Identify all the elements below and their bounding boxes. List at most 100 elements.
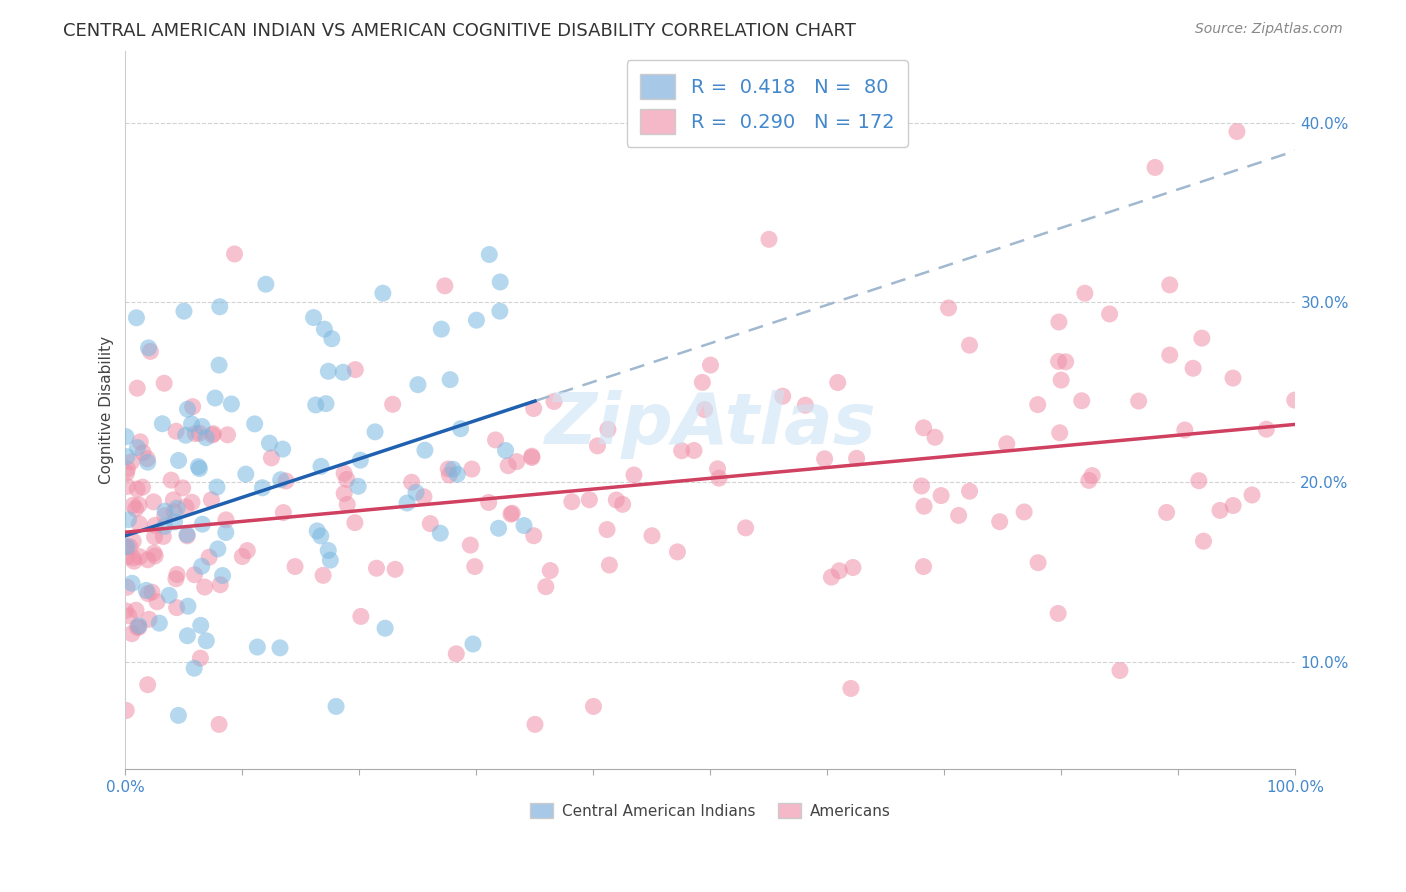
Point [845,451,868,466]
Point [1156,506,1178,520]
Point [166,501,188,516]
Point [136,455,159,469]
Point [406,377,429,392]
Point [520,449,543,463]
Point [204,391,226,405]
Point [495,443,517,458]
Point [758,232,780,246]
Point [612,497,634,511]
Point [343,516,366,530]
Point [396,496,419,510]
Point [596,523,619,537]
Point [302,310,325,325]
Point [143,530,166,544]
Point [115,541,138,555]
Point [605,492,627,507]
Point [513,518,536,533]
Point [312,568,335,582]
Point [205,480,228,494]
Point [143,549,166,563]
Point [460,538,482,552]
Point [181,400,204,414]
Point [115,580,138,594]
Point [176,402,198,417]
Point [350,609,373,624]
Point [120,455,142,469]
Point [125,603,148,617]
Point [208,300,231,314]
Point [995,436,1018,450]
Point [429,526,451,541]
Point [138,612,160,626]
Point [174,500,197,514]
Point [148,616,170,631]
Point [419,516,441,531]
Point [207,541,229,556]
Point [1026,398,1049,412]
Point [271,442,294,456]
Point [128,516,150,531]
Point [153,508,176,523]
Point [478,495,501,509]
Point [316,543,339,558]
Point [433,278,456,293]
Point [1191,331,1213,345]
Point [1098,307,1121,321]
Point [166,600,188,615]
Point [988,515,1011,529]
Point [269,640,291,655]
Point [114,604,136,618]
Point [366,561,388,575]
Point [319,553,342,567]
Point [321,332,343,346]
Point [273,506,295,520]
Point [413,443,436,458]
Point [1188,474,1211,488]
Point [174,428,197,442]
Point [707,471,730,485]
Point [534,580,557,594]
Point [349,453,371,467]
Point [336,498,359,512]
Point [413,490,436,504]
Point [959,338,981,352]
Point [344,362,367,376]
Point [122,498,145,512]
Point [211,568,233,582]
Point [929,489,952,503]
Point [142,495,165,509]
Point [121,576,143,591]
Point [143,546,166,560]
Point [217,427,239,442]
Point [208,717,231,731]
Point [446,647,468,661]
Point [924,430,946,444]
Point [188,426,211,441]
Point [523,717,546,731]
Point [215,525,238,540]
Point [683,443,706,458]
Point [827,376,849,390]
Point [772,389,794,403]
Point [912,499,935,513]
Point [405,485,427,500]
Point [336,472,359,486]
Point [1026,556,1049,570]
Point [183,567,205,582]
Point [910,479,932,493]
Point [489,275,512,289]
Point [127,381,149,395]
Point [183,661,205,675]
Point [136,451,159,466]
Point [166,567,188,582]
Point [118,608,141,623]
Point [439,373,461,387]
Point [430,322,453,336]
Point [364,425,387,439]
Point [115,450,138,464]
Point [260,450,283,465]
Point [561,494,583,508]
Point [209,578,232,592]
Point [165,424,187,438]
Point [132,445,155,459]
